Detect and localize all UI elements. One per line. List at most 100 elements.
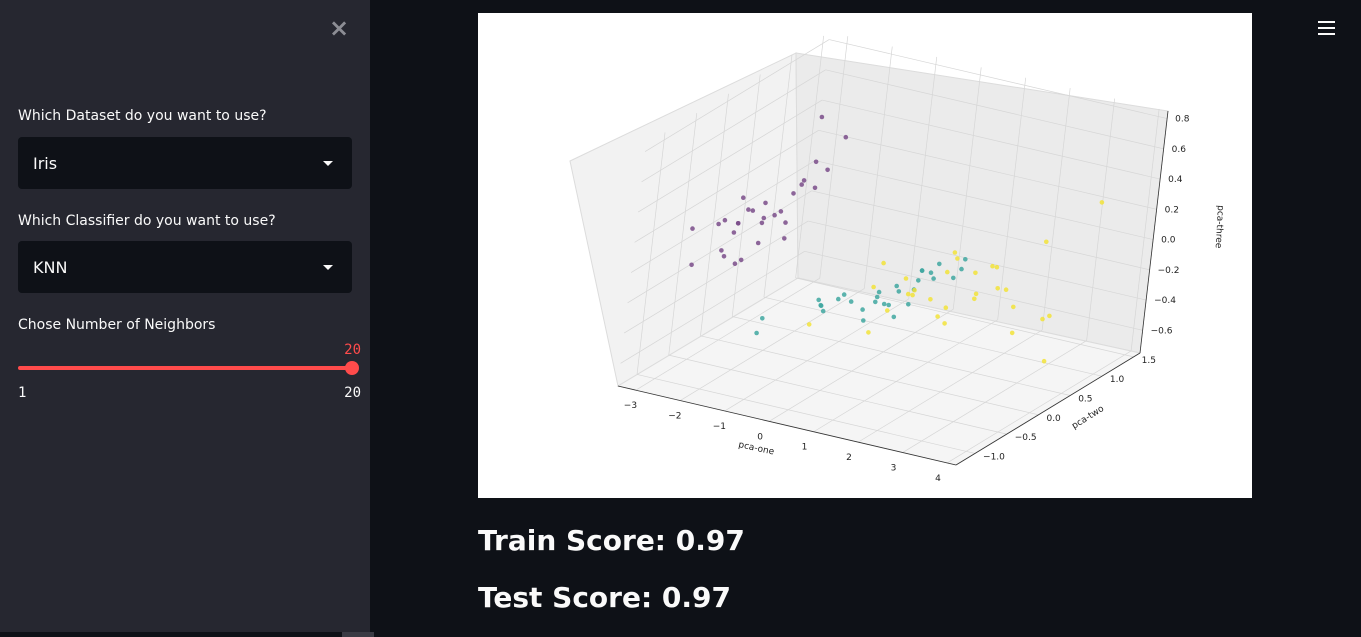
grid-line [668, 354, 1007, 435]
scatter-point [919, 268, 925, 273]
neighbors-slider-thumb[interactable] [345, 361, 359, 375]
scatter-point [885, 308, 890, 313]
scatter-point [772, 212, 777, 218]
scatter-point [825, 167, 830, 173]
scatter-point [759, 220, 765, 226]
slider-min-label: 1 [18, 385, 27, 401]
grid-line [724, 298, 909, 412]
grid-line [863, 46, 893, 289]
grid-line [822, 99, 1161, 180]
x-tick-label: 0 [757, 432, 763, 442]
chevron-down-icon [323, 264, 333, 270]
scatter-point [860, 307, 865, 312]
scatter-point [881, 301, 887, 307]
y-tick-label: −0.5 [1015, 433, 1037, 443]
scatter-point [1047, 313, 1052, 319]
scatter-point [1099, 200, 1105, 205]
grid-line [1130, 108, 1160, 351]
scatter-point [843, 134, 849, 140]
scatter-point [741, 195, 746, 200]
scatter-point [735, 221, 741, 226]
scatter-point [799, 182, 804, 187]
grid-line [700, 93, 729, 336]
z-tick-label: −0.6 [1151, 326, 1173, 336]
hamburger-menu-icon[interactable] [1318, 21, 1335, 36]
dataset-label: Which Dataset do you want to use? [18, 108, 267, 124]
grid-line [641, 69, 826, 183]
grid-line [808, 220, 1147, 301]
grid-line [795, 277, 1134, 358]
grid-line [634, 130, 819, 243]
scatter-point [896, 289, 902, 294]
grid-line [813, 319, 998, 433]
z-axis-label: pca-three [1213, 205, 1225, 249]
scatter-point [931, 276, 936, 281]
grid-line [795, 35, 825, 278]
scatter-point [873, 299, 878, 305]
scatter-point [763, 200, 768, 206]
scatter-point [894, 283, 899, 289]
classifier-label: Which Classifier do you want to use? [18, 213, 276, 229]
scatter-point [836, 296, 841, 302]
z-tick-label: 0.2 [1165, 205, 1179, 215]
classifier-select[interactable]: KNN [18, 241, 352, 293]
grid-line [644, 39, 830, 152]
x-tick-label: 2 [846, 453, 852, 463]
pca-3d-scatter-plot: −3 −2 −1 0 1 2 3 4 −1.0 −0.5 0.0 0.5 1.0 1.5 0.8 0.6 0… [478, 13, 1252, 498]
scatter-point [731, 230, 737, 235]
neighbors-slider-track[interactable] [18, 366, 352, 370]
scatter-point [874, 294, 880, 300]
scatter-point [866, 330, 871, 335]
dataset-select[interactable]: Iris [18, 137, 352, 189]
scatter-point [928, 270, 934, 276]
scatter-point [1041, 358, 1047, 364]
scatter-point [738, 257, 744, 263]
scrollbar-thumb[interactable] [342, 632, 374, 637]
grid-lines [620, 35, 1168, 464]
dataset-select-value: Iris [33, 153, 58, 173]
scatter-point [891, 314, 897, 320]
scatter-point [906, 302, 911, 307]
grid-line [811, 190, 1150, 271]
scatter-point [1003, 287, 1009, 293]
test-score: Test Score: 0.97 [478, 581, 731, 614]
scatter-point [963, 257, 968, 262]
scatter-point [959, 266, 964, 272]
scatter-point [816, 297, 821, 303]
grid-line [952, 67, 982, 310]
x-tick-label: −1 [713, 422, 726, 432]
scatter-points [689, 114, 1105, 364]
scatter-point [760, 316, 765, 321]
scatter-point [750, 208, 756, 213]
z-tick-label: −0.2 [1158, 266, 1180, 276]
horizontal-scrollbar[interactable] [0, 632, 1361, 637]
neighbors-slider-value: 20 [344, 342, 361, 358]
scatter-point [903, 276, 909, 281]
scatter-point [848, 299, 854, 304]
scatter-point [719, 248, 724, 253]
scatter-point [881, 260, 886, 266]
grid-line [769, 309, 954, 422]
scatter-point [806, 322, 812, 327]
scatter-point [990, 263, 995, 269]
grid-line [1086, 98, 1115, 341]
grid-line [857, 329, 1043, 443]
grid-line [819, 36, 849, 279]
grid-line [763, 296, 1103, 377]
grid-line [818, 129, 1157, 210]
grid-line [637, 99, 823, 213]
close-icon[interactable]: × [328, 14, 350, 42]
scatter-point [746, 207, 751, 212]
scatter-point [801, 178, 807, 183]
grid-line [908, 56, 938, 299]
classifier-select-value: KNN [33, 257, 68, 277]
z-tick-label: 0.6 [1172, 145, 1187, 155]
scatter-point [690, 226, 695, 231]
y-tick-label: 1.5 [1142, 356, 1156, 366]
scatter-point [689, 262, 694, 268]
z-axis-line [1139, 110, 1169, 354]
grid-line [620, 251, 805, 364]
z-tick-label: 0.4 [1168, 175, 1183, 185]
y-axis-line [955, 352, 1141, 466]
